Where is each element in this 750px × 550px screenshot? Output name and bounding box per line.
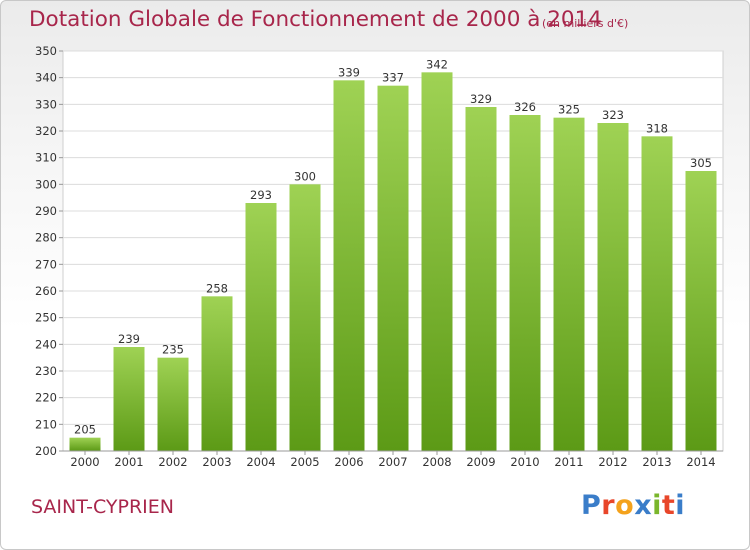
x-tick-label: 2009 [466, 455, 495, 469]
data-label: 235 [162, 343, 184, 357]
bar [333, 80, 365, 451]
y-tick-label: 240 [35, 337, 57, 351]
logo-letter: r [601, 490, 616, 521]
x-tick-label: 2008 [422, 455, 451, 469]
x-tick-label: 2004 [246, 455, 275, 469]
x-tick-label: 2000 [70, 455, 99, 469]
y-tick-label: 200 [35, 444, 57, 458]
bar [421, 72, 453, 451]
y-tick-label: 230 [35, 364, 57, 378]
bar [641, 136, 673, 452]
bar [113, 347, 145, 451]
logo-letter: P [581, 490, 602, 521]
bar [157, 357, 189, 451]
bar [553, 117, 585, 452]
y-tick-label: 220 [35, 391, 57, 405]
logo-letter: x [634, 490, 653, 521]
x-tick-label: 2003 [202, 455, 231, 469]
x-tick-label: 2005 [290, 455, 319, 469]
data-label: 342 [426, 57, 448, 71]
y-tick-label: 260 [35, 284, 57, 298]
data-label: 305 [690, 156, 712, 170]
bar [69, 437, 101, 451]
y-tick-label: 300 [35, 177, 57, 191]
data-label: 339 [338, 65, 360, 79]
y-tick-label: 340 [35, 71, 57, 85]
data-label: 323 [602, 108, 624, 122]
bar [465, 107, 497, 451]
commune-name: SAINT-CYPRIEN [31, 496, 174, 518]
bar [245, 203, 277, 451]
bar [201, 296, 233, 451]
proxiti-logo: Proxiti [581, 490, 685, 521]
y-tick-label: 280 [35, 231, 57, 245]
x-tick-label: 2002 [158, 455, 187, 469]
y-tick-label: 350 [35, 44, 57, 58]
logo-letter: o [615, 490, 635, 521]
x-tick-label: 2014 [686, 455, 715, 469]
y-tick-label: 270 [35, 257, 57, 271]
data-label: 300 [294, 169, 316, 183]
logo-letter: i [675, 490, 686, 521]
data-label: 258 [206, 281, 228, 295]
y-tick-label: 310 [35, 151, 57, 165]
data-label: 239 [118, 332, 140, 346]
x-tick-label: 2011 [554, 455, 583, 469]
x-tick-label: 2010 [510, 455, 539, 469]
y-tick-label: 330 [35, 97, 57, 111]
x-tick-label: 2001 [114, 455, 143, 469]
x-tick-label: 2013 [642, 455, 671, 469]
chart-unit: (en milliers d'€) [542, 17, 629, 30]
y-tick-label: 320 [35, 124, 57, 138]
data-label: 205 [74, 423, 96, 437]
bar [597, 123, 629, 451]
bar [509, 115, 541, 451]
data-label: 318 [646, 121, 668, 135]
y-tick-label: 250 [35, 311, 57, 325]
y-tick-label: 210 [35, 417, 57, 431]
x-tick-label: 2007 [378, 455, 407, 469]
bar [289, 184, 321, 452]
bar [377, 85, 409, 452]
chart-title: Dotation Globale de Fonctionnement de 20… [29, 7, 602, 32]
data-label: 293 [250, 188, 272, 202]
x-tick-label: 2006 [334, 455, 363, 469]
logo-letter: i [652, 490, 662, 521]
data-label: 337 [382, 71, 404, 85]
x-tick-label: 2012 [598, 455, 627, 469]
bar [685, 171, 717, 451]
data-label: 329 [470, 92, 492, 106]
y-tick-label: 290 [35, 204, 57, 218]
logo-letter: t [661, 490, 676, 521]
data-label: 326 [514, 100, 536, 114]
data-label: 325 [558, 103, 580, 117]
